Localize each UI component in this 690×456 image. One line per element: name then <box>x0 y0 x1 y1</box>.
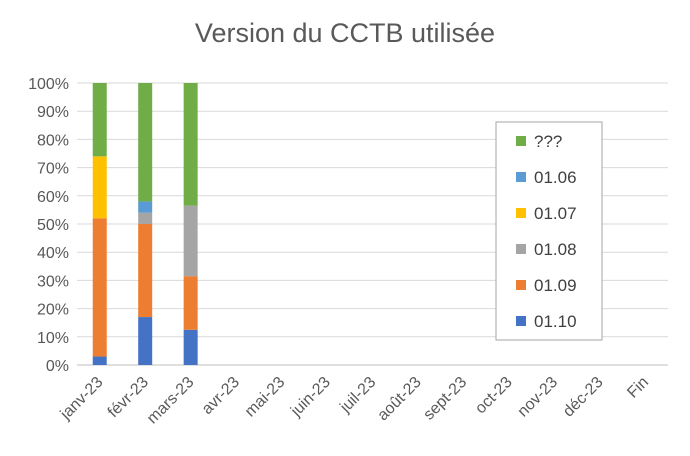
bar-segment <box>183 205 198 277</box>
chart-title: Version du CCTB utilisée <box>194 18 496 48</box>
x-tick-label: nov-23 <box>515 374 562 421</box>
x-tick-label: juil-23 <box>336 374 379 417</box>
bar-segment <box>92 218 107 357</box>
bar-segment <box>92 83 107 157</box>
gridlines <box>77 82 668 366</box>
legend-label: 01.07 <box>534 204 577 223</box>
y-tick-label: 30% <box>37 273 69 290</box>
y-tick-label: 90% <box>37 104 69 121</box>
legend: ??? 01.06 01.07 01.08 01.09 01.10 <box>495 121 603 341</box>
bar-segment <box>92 356 107 365</box>
x-tick-label: mai-23 <box>242 374 289 421</box>
y-tick-label: 70% <box>37 161 69 178</box>
y-tick-label: 20% <box>37 302 69 319</box>
legend-swatch <box>516 208 526 218</box>
bar-segment <box>138 224 153 318</box>
bar-segment <box>92 156 107 219</box>
y-tick-label: 10% <box>37 330 69 347</box>
legend-label: 01.10 <box>534 312 577 331</box>
bar-segment <box>183 83 198 206</box>
bars <box>92 83 198 365</box>
bar-segment <box>183 329 198 365</box>
legend-box <box>495 121 603 341</box>
legend-swatch <box>516 172 526 182</box>
x-tick-label: déc-23 <box>560 374 607 421</box>
y-tick-label: 50% <box>37 217 69 234</box>
y-tick-label: 60% <box>37 189 69 206</box>
y-tick-label: 0% <box>46 358 69 375</box>
x-tick-label: Fin <box>624 374 652 402</box>
legend-swatch <box>516 316 526 326</box>
legend-label: ??? <box>534 132 562 151</box>
bar-segment <box>138 317 153 365</box>
bar-segment <box>183 276 198 330</box>
bar-segment <box>138 212 153 224</box>
x-tick-label: sept-23 <box>420 374 470 424</box>
legend-swatch <box>516 244 526 254</box>
y-tick-label: 40% <box>37 245 69 262</box>
x-tick-label: mars-23 <box>144 374 198 428</box>
legend-label: 01.09 <box>534 276 577 295</box>
x-tick-label: oct-23 <box>472 374 516 418</box>
bar-segment <box>138 83 153 202</box>
legend-label: 01.06 <box>534 168 577 187</box>
x-tick-label: juin-23 <box>287 374 334 421</box>
x-tick-label: avr-23 <box>199 374 243 418</box>
y-axis-ticks: 0% 10% 20% 30% 40% 50% 60% 70% 80% 90% 100% <box>28 76 69 375</box>
legend-swatch <box>516 136 526 146</box>
legend-label: 01.08 <box>534 240 577 259</box>
y-tick-label: 100% <box>28 76 69 93</box>
legend-swatch <box>516 280 526 290</box>
bar-segment <box>138 201 153 213</box>
y-tick-label: 80% <box>37 132 69 149</box>
x-tick-label: août-23 <box>374 374 424 424</box>
x-tick-label: janv-23 <box>57 374 107 424</box>
